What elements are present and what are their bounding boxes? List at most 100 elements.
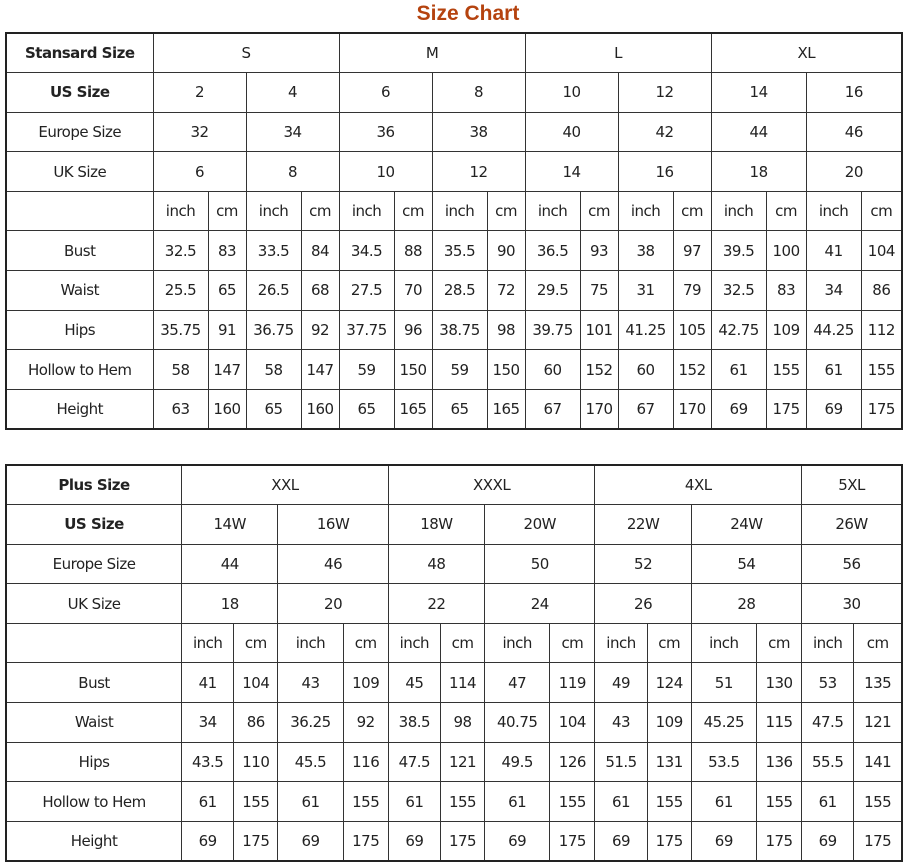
size-group-header: L: [524, 32, 712, 74]
measurement-cell: 155: [342, 781, 389, 822]
measurement-cell: 175: [549, 820, 596, 862]
measurement-cell: 97: [672, 230, 712, 272]
measurement-cell: 83: [207, 230, 247, 272]
measurement-cell: 60: [524, 349, 581, 390]
measurement-cell: 175: [233, 820, 279, 862]
row-header: US Size: [5, 504, 183, 545]
measurement-cell: 109: [765, 309, 807, 351]
unit-header: cm: [755, 622, 803, 664]
measurement-cell: 45: [387, 662, 441, 704]
unit-header: inch: [710, 190, 767, 232]
measurement-cell: 36.5: [524, 230, 581, 272]
size-cell: 46: [277, 543, 389, 585]
unit-header: inch: [277, 622, 344, 664]
measurement-cell: 165: [486, 388, 526, 430]
unit-header: cm: [233, 622, 279, 664]
measurement-row: Waist 25.5 65 26.5 68 27.5 70 28.5 72 29.5 75 31 79 3…: [5, 270, 903, 311]
measurement-cell: 147: [207, 349, 247, 390]
measurement-cell: 40.75: [484, 702, 551, 743]
measurement-cell: 68: [300, 270, 340, 311]
unit-header: inch: [152, 190, 209, 232]
unit-header: inch: [617, 190, 674, 232]
measurement-cell: 61: [594, 781, 648, 822]
page-title: Size Chart: [416, 2, 520, 25]
row-header: Waist: [5, 702, 183, 743]
size-cell: 12: [617, 72, 712, 113]
measurement-cell: 35.75: [152, 309, 209, 351]
unit-header: cm: [646, 622, 692, 664]
unit-header: inch: [387, 622, 441, 664]
measurement-cell: 65: [431, 388, 488, 430]
measurement-cell: 47.5: [387, 741, 441, 783]
size-cell: 14: [524, 151, 619, 192]
measurement-cell: 55.5: [801, 741, 855, 783]
measurement-cell: 35.5: [431, 230, 488, 272]
size-group-header: XXL: [181, 464, 389, 506]
size-row: US Size 14W 16W 18W 20W 22W 24W 26W: [5, 504, 903, 545]
measurement-cell: 69: [801, 820, 855, 862]
measurement-cell: 147: [300, 349, 340, 390]
measurement-cell: 29.5: [524, 270, 581, 311]
measurement-cell: 115: [755, 702, 803, 743]
size-group-header: S: [152, 32, 340, 74]
size-group-header: 4XL: [594, 464, 803, 506]
size-cell: 48: [387, 543, 486, 585]
unit-header: cm: [342, 622, 389, 664]
size-cell: 20: [805, 151, 903, 192]
measurement-cell: 93: [579, 230, 619, 272]
measurement-cell: 44.25: [805, 309, 862, 351]
size-cell: 36: [338, 111, 433, 153]
measurement-cell: 72: [486, 270, 526, 311]
measurement-cell: 112: [860, 309, 903, 351]
measurement-cell: 131: [646, 741, 692, 783]
size-cell: 30: [801, 583, 903, 624]
measurement-cell: 119: [549, 662, 596, 704]
size-group-header: 5XL: [801, 464, 903, 506]
measurement-cell: 43: [277, 662, 344, 704]
row-header: Europe Size: [5, 543, 183, 585]
measurement-cell: 36.25: [277, 702, 344, 743]
plus-size-table: Plus Size XXL XXXL 4XL 5XL US Size 14W 16W 18W 20…: [5, 464, 903, 862]
measurement-cell: 150: [486, 349, 526, 390]
measurement-cell: 60: [617, 349, 674, 390]
measurement-cell: 61: [690, 781, 757, 822]
measurement-cell: 152: [672, 349, 712, 390]
measurement-row: Waist 34 86 36.25 92 38.5 98 40.75 104 43 109 45.25…: [5, 702, 903, 743]
measurement-cell: 38: [617, 230, 674, 272]
row-header: Waist: [5, 270, 154, 311]
measurement-cell: 98: [486, 309, 526, 351]
measurement-cell: 155: [439, 781, 486, 822]
unit-row: inch cm inch cm inch cm inch cm inch cm inch cm inch…: [5, 622, 903, 664]
size-cell: 26: [594, 583, 692, 624]
unit-header: cm: [207, 190, 247, 232]
row-header: Height: [5, 820, 183, 862]
measurement-cell: 61: [710, 349, 767, 390]
measurement-cell: 155: [646, 781, 692, 822]
measurement-cell: 155: [549, 781, 596, 822]
measurement-cell: 155: [860, 349, 903, 390]
measurement-cell: 45.25: [690, 702, 757, 743]
size-group-header: XL: [710, 32, 903, 74]
measurement-cell: 39.75: [524, 309, 581, 351]
size-cell: 8: [431, 72, 526, 113]
size-cell: 6: [338, 72, 433, 113]
measurement-cell: 69: [277, 820, 344, 862]
measurement-row: Bust 41 104 43 109 45 114 47 119 49 124 51 130 53 135: [5, 662, 903, 704]
unit-header: cm: [549, 622, 596, 664]
measurement-cell: 42.75: [710, 309, 767, 351]
measurement-cell: 67: [617, 388, 674, 430]
measurement-row: Hips 35.75 91 36.75 92 37.75 96 38.75 98 39.75 101…: [5, 309, 903, 351]
measurement-cell: 47: [484, 662, 551, 704]
size-cell: 34: [245, 111, 340, 153]
measurement-cell: 86: [233, 702, 279, 743]
measurement-cell: 104: [549, 702, 596, 743]
size-cell: 26W: [801, 504, 903, 545]
measurement-cell: 96: [393, 309, 433, 351]
measurement-row: Hollow to Hem 61 155 61 155 61 155 61 155 61 155 61…: [5, 781, 903, 822]
measurement-cell: 49: [594, 662, 648, 704]
measurement-cell: 41: [181, 662, 235, 704]
measurement-cell: 32.5: [152, 230, 209, 272]
size-cell: 18: [710, 151, 807, 192]
measurement-cell: 25.5: [152, 270, 209, 311]
measurement-cell: 110: [233, 741, 279, 783]
